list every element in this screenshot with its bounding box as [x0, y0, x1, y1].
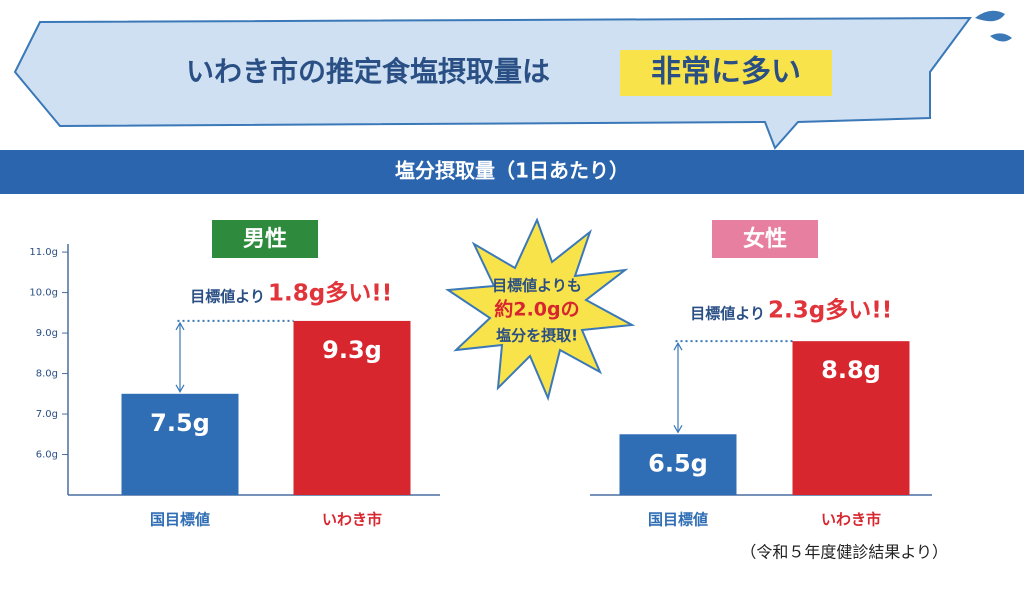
header-bar: [0, 150, 1024, 194]
bar: [121, 393, 239, 495]
annotation-prefix: 目標値より: [190, 288, 265, 306]
value-label: 8.8g: [821, 356, 881, 384]
burst-line: 約2.0gの: [494, 298, 579, 321]
x-tick-label: 国目標値: [648, 511, 708, 529]
burst: [445, 217, 636, 402]
y-tick-label: 9.0g: [36, 328, 58, 339]
legend-box: [712, 220, 818, 258]
banner-highlight: 非常に多い: [651, 55, 801, 90]
value-label: 7.5g: [150, 409, 210, 437]
value-label: 6.5g: [648, 449, 708, 477]
annotation-prefix: 目標値より: [690, 305, 765, 323]
x-tick-label: 国目標値: [150, 511, 210, 529]
burst-line: 塩分を摂取!: [496, 327, 578, 345]
y-tick-label: 6.0g: [36, 450, 58, 461]
y-tick-label: 10.0g: [29, 288, 58, 299]
x-tick-label: いわき市: [821, 511, 881, 529]
header-text: 塩分摂取量（1日あたり）: [395, 159, 629, 183]
bar: [619, 434, 737, 495]
y-tick-label: 11.0g: [29, 247, 58, 258]
burst-line: 目標値よりも: [492, 277, 582, 295]
annotation: 1.8g多い!!: [268, 280, 392, 307]
legend-box: [212, 220, 318, 258]
chart-title: 男性: [243, 227, 287, 252]
highlight-box: [620, 50, 832, 96]
annotation: 2.3g多い!!: [768, 297, 892, 324]
arrow-head: [175, 321, 185, 393]
sweat-drops: [975, 10, 1012, 42]
arrow-head: [673, 341, 683, 434]
x-tick-label: いわき市: [322, 511, 382, 529]
bar: [792, 341, 910, 495]
banner-title: いわき市の推定食塩摂取量は: [186, 55, 550, 88]
y-tick-label: 8.0g: [36, 369, 58, 380]
chart-title: 女性: [743, 226, 787, 252]
source-note: （令和５年度健診結果より）: [740, 543, 948, 562]
y-tick-label: 7.0g: [36, 409, 58, 420]
bar: [293, 320, 411, 495]
value-label: 9.3g: [322, 336, 382, 364]
